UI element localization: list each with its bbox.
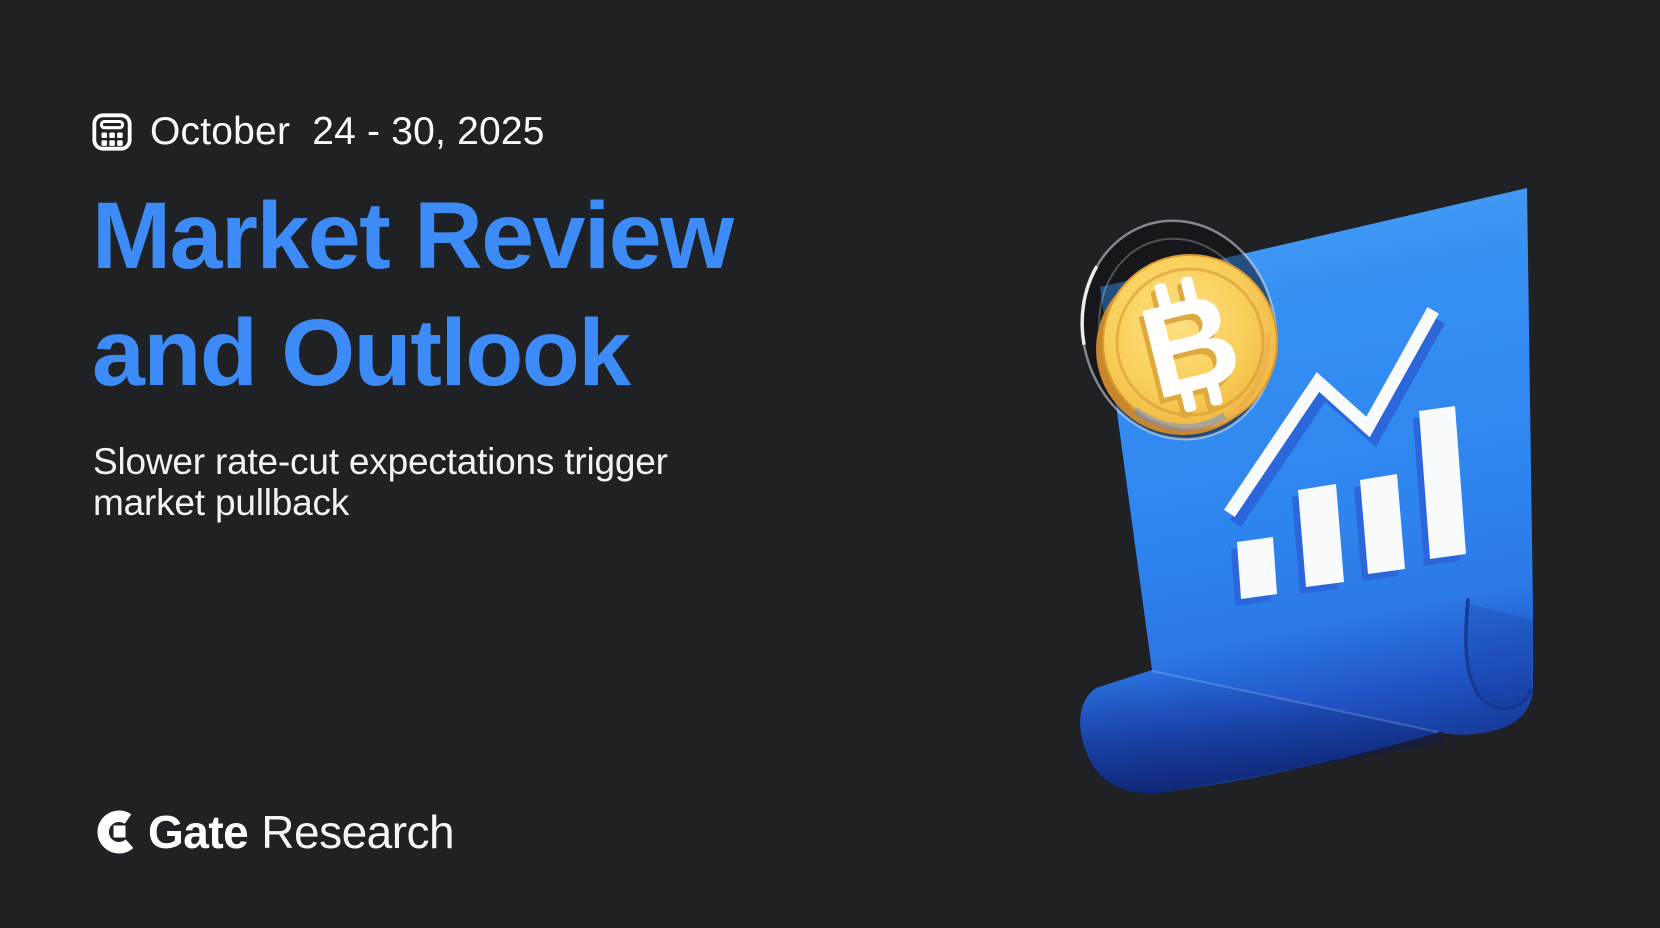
trend-line (1223, 307, 1445, 528)
gate-logo-icon (97, 810, 141, 854)
brand-row: Gate Research (97, 805, 455, 859)
page-title-line1: Market Review (92, 183, 734, 289)
brand-research-label: Research (261, 806, 455, 858)
report-scroll-illustration: B B (1000, 130, 1560, 810)
brand-text: Gate Research (148, 805, 455, 859)
page-curl-line (1464, 598, 1533, 711)
page-subtitle-line1: Slower rate-cut expectations trigger (93, 441, 668, 482)
bar-3 (1360, 474, 1405, 574)
calendar-icon (92, 113, 132, 151)
page-subtitle-line2: market pullback (93, 482, 350, 523)
page-title: Market Review and Outlook (92, 178, 734, 412)
date-label: October 24 - 30, 2025 (150, 110, 545, 153)
brand-gate-label: Gate (148, 806, 249, 858)
page-title-line2: and Outlook (92, 300, 631, 406)
bitcoin-coin: B B (1096, 254, 1278, 435)
bar-1 (1237, 537, 1277, 599)
glass-ring-highlights (1080, 219, 1278, 441)
bar-2 (1298, 484, 1344, 587)
page-subtitle: Slower rate-cut expectations trigger mar… (93, 441, 668, 523)
bar-4 (1419, 406, 1466, 559)
date-row: October 24 - 30, 2025 (91, 110, 545, 154)
bar-chart-bars (1231, 406, 1466, 606)
